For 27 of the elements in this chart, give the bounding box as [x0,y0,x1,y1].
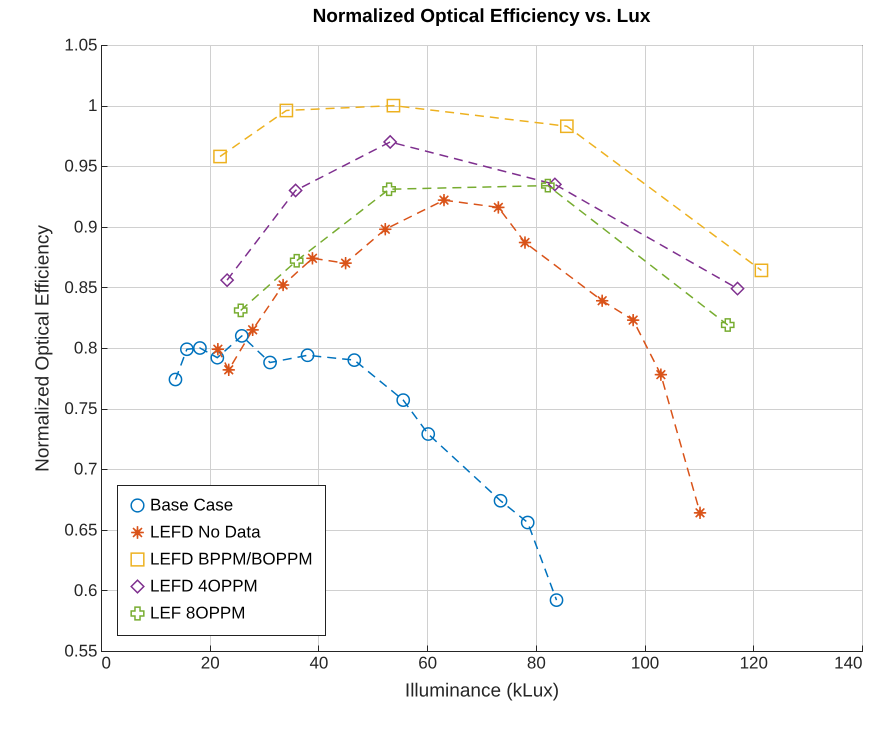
legend-label: Base Case [150,496,234,514]
y-tick-label: 0.7 [74,460,98,479]
legend-label: LEF 8OPPM [150,604,246,622]
x-tick-label: 0 [102,654,111,672]
legend-label: LEFD BPPM/BOPPM [150,550,312,568]
x-tick-label: 140 [834,654,862,672]
y-tick-label: 0.55 [64,642,98,660]
legend-label: LEFD No Data [150,522,262,542]
x-tick-label: 60 [418,654,438,672]
y-tick-label: 0.8 [74,338,98,358]
y-tick-label: 0.75 [64,399,98,418]
chart-title: Normalized Optical Efficiency vs. Lux [312,6,651,27]
y-tick-label: 1 [88,96,98,116]
x-tick-label: 120 [740,654,768,672]
y-axis-title: Normalized Optical Efficiency [32,224,54,472]
x-tick-label: 80 [526,654,546,672]
x-axis-title: Illuminance (kLux) [404,680,560,702]
y-tick-label: 1.05 [64,36,98,54]
x-tick-label: 20 [200,654,220,672]
x-tick-label: 100 [630,654,660,672]
y-tick-label: 0.85 [64,278,98,297]
y-tick-label: 0.6 [74,580,98,600]
y-tick-label: 0.65 [64,520,98,540]
y-tick-label: 0.95 [64,156,98,176]
y-tick-label: 0.9 [74,217,98,236]
x-tick-label: 40 [309,654,328,672]
legend-label: LEFD 4OPPM [150,576,258,596]
